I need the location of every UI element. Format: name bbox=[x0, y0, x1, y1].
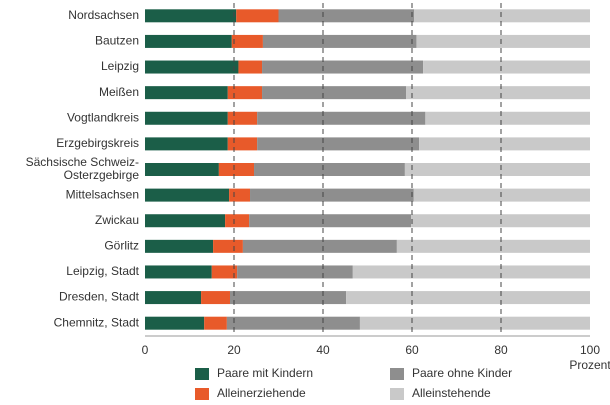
bar-segment bbox=[423, 60, 590, 74]
bar-segment bbox=[257, 111, 426, 125]
x-tick-label: 100 bbox=[580, 343, 600, 357]
bar-segment bbox=[229, 188, 251, 202]
bar-segment bbox=[242, 239, 397, 253]
bar-segment bbox=[352, 265, 590, 279]
bar-segment bbox=[145, 214, 226, 228]
y-tick-label: Meißen bbox=[99, 85, 139, 99]
y-tick-label: Mittelsachsen bbox=[66, 187, 139, 201]
bar-segment bbox=[262, 60, 424, 74]
bar-segment bbox=[227, 137, 258, 151]
x-tick-label: 60 bbox=[405, 343, 419, 357]
bar-segment bbox=[145, 111, 228, 125]
bar-segment bbox=[145, 316, 205, 330]
y-tick-label: Vogtlandkreis bbox=[67, 110, 139, 124]
legend-swatch bbox=[390, 388, 404, 400]
bar-segment bbox=[218, 163, 255, 176]
y-tick-label: Leipzig, Stadt bbox=[66, 264, 139, 278]
y-tick-label: Nordsachsen bbox=[68, 8, 139, 22]
y-tick-label: Erzgebirgskreis bbox=[56, 136, 139, 150]
bar-segment bbox=[262, 86, 407, 100]
y-tick-label: Dresden, Stadt bbox=[59, 290, 140, 304]
bar-segment bbox=[213, 239, 243, 253]
bar-segment bbox=[145, 34, 232, 48]
bar-segment bbox=[229, 291, 347, 305]
legend-label: Paare mit Kindern bbox=[217, 366, 313, 380]
bar-segment bbox=[145, 291, 202, 305]
bar-segment bbox=[249, 214, 412, 228]
legend-label: Alleinerziehende bbox=[217, 386, 306, 400]
bar-segment bbox=[278, 9, 415, 23]
bar-segment bbox=[237, 265, 353, 279]
bar-segment bbox=[406, 86, 590, 100]
x-tick-label: 40 bbox=[316, 343, 330, 357]
bar-segment bbox=[227, 111, 258, 125]
bar-segment bbox=[145, 265, 212, 279]
x-tick-label: 0 bbox=[142, 343, 149, 357]
bar-segment bbox=[236, 9, 279, 23]
x-axis-label: Prozent bbox=[569, 358, 610, 372]
bar-segment bbox=[145, 60, 239, 74]
bar-segment bbox=[145, 137, 228, 151]
y-tick-label: Bautzen bbox=[95, 34, 139, 48]
bar-segment bbox=[404, 163, 590, 176]
bar-segment bbox=[201, 291, 230, 305]
bar-segment bbox=[414, 9, 590, 23]
bar-segment bbox=[145, 163, 219, 176]
bar-segment bbox=[231, 34, 263, 48]
bar-segment bbox=[145, 239, 214, 253]
bar-segment bbox=[419, 137, 590, 151]
y-tick-label: Sächsische Schweiz-Osterzgebirge bbox=[26, 155, 140, 182]
bar-segment bbox=[238, 60, 263, 74]
bar-segment bbox=[211, 265, 238, 279]
bar-segment bbox=[346, 291, 590, 305]
y-tick-label: Görlitz bbox=[104, 239, 139, 253]
bar-segment bbox=[145, 9, 237, 23]
legend-label: Paare ohne Kinder bbox=[412, 366, 512, 380]
bar-segment bbox=[227, 86, 263, 100]
bar-segment bbox=[254, 163, 405, 176]
y-tick-label: Leipzig bbox=[101, 59, 139, 73]
legend-label: Alleinstehende bbox=[412, 386, 491, 400]
x-tick-label: 80 bbox=[494, 343, 508, 357]
y-tick-label: Zwickau bbox=[95, 213, 139, 227]
bar-segment bbox=[225, 214, 250, 228]
bar-segment bbox=[413, 188, 590, 202]
bar-segment bbox=[226, 316, 360, 330]
bar-segment bbox=[145, 86, 228, 100]
bar-segment bbox=[204, 316, 227, 330]
bar-segment bbox=[425, 111, 590, 125]
bar-segment bbox=[145, 188, 230, 202]
x-tick-label: 20 bbox=[227, 343, 241, 357]
y-tick-label: Chemnitz, Stadt bbox=[54, 315, 140, 329]
bar-segment bbox=[396, 239, 590, 253]
bar-segment bbox=[416, 34, 590, 48]
legend-swatch bbox=[195, 368, 209, 380]
bar-segment bbox=[257, 137, 420, 151]
bar-segment bbox=[262, 34, 417, 48]
legend-swatch bbox=[390, 368, 404, 380]
bar-segment bbox=[250, 188, 414, 202]
bar-segment bbox=[359, 316, 590, 330]
legend-swatch bbox=[195, 388, 209, 400]
